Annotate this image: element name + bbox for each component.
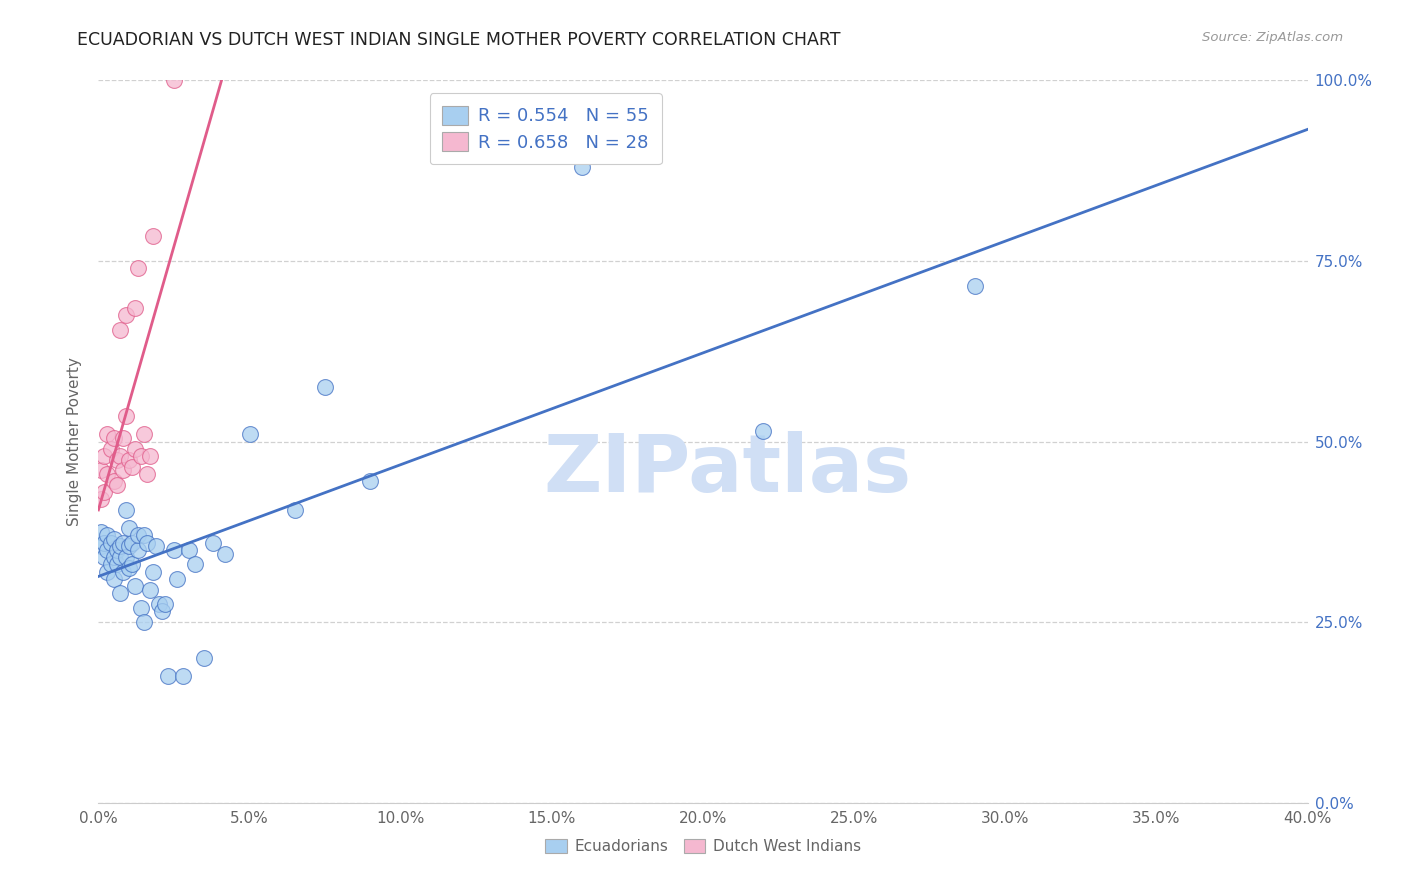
Legend: Ecuadorians, Dutch West Indians: Ecuadorians, Dutch West Indians <box>540 832 866 860</box>
Point <box>96 528 118 542</box>
Point <box>752 424 775 438</box>
Point <box>129 600 152 615</box>
Point <box>93 485 115 500</box>
Point <box>111 463 134 477</box>
Point <box>118 561 141 575</box>
Point <box>142 565 165 579</box>
Point <box>239 427 262 442</box>
Point <box>103 550 125 565</box>
Point <box>121 535 143 549</box>
Point <box>100 442 122 456</box>
Point <box>127 261 149 276</box>
Point <box>114 550 136 565</box>
Point <box>93 449 115 463</box>
Point <box>179 542 201 557</box>
Point <box>105 478 128 492</box>
Point <box>114 503 136 517</box>
Point <box>105 452 128 467</box>
Point <box>103 532 125 546</box>
Point <box>193 651 215 665</box>
Point <box>124 579 146 593</box>
Point <box>108 550 131 565</box>
Point <box>132 427 155 442</box>
Text: ECUADORIAN VS DUTCH WEST INDIAN SINGLE MOTHER POVERTY CORRELATION CHART: ECUADORIAN VS DUTCH WEST INDIAN SINGLE M… <box>77 31 841 49</box>
Point <box>118 539 141 553</box>
Point <box>127 528 149 542</box>
Point <box>135 535 157 549</box>
Point <box>96 542 118 557</box>
Point <box>314 380 336 394</box>
Point <box>100 558 122 572</box>
Point <box>127 542 149 557</box>
Point <box>156 669 179 683</box>
Point <box>571 160 593 174</box>
Point <box>93 550 115 565</box>
Point <box>135 467 157 481</box>
Point <box>111 431 134 445</box>
Text: ZIPatlas: ZIPatlas <box>543 432 911 509</box>
Point <box>124 301 146 315</box>
Point <box>90 539 112 553</box>
Point <box>121 558 143 572</box>
Point <box>118 521 141 535</box>
Point <box>153 597 176 611</box>
Point <box>132 615 155 630</box>
Point <box>114 409 136 424</box>
Text: Source: ZipAtlas.com: Source: ZipAtlas.com <box>1202 31 1343 45</box>
Point <box>111 535 134 549</box>
Point <box>90 492 112 507</box>
Point <box>103 572 125 586</box>
Point <box>96 427 118 442</box>
Point <box>90 463 112 477</box>
Point <box>100 535 122 549</box>
Point <box>111 565 134 579</box>
Point <box>108 449 131 463</box>
Point <box>139 449 162 463</box>
Point <box>96 565 118 579</box>
Point <box>163 542 186 557</box>
Point <box>148 597 170 611</box>
Point <box>103 475 125 489</box>
Point <box>284 503 307 517</box>
Point <box>129 449 152 463</box>
Point <box>124 442 146 456</box>
Point <box>121 459 143 474</box>
Point <box>103 431 125 445</box>
Point <box>139 582 162 597</box>
Point <box>118 452 141 467</box>
Point <box>172 669 194 683</box>
Point <box>142 228 165 243</box>
Point <box>90 524 112 539</box>
Point <box>105 558 128 572</box>
Point <box>108 539 131 553</box>
Point <box>108 322 131 336</box>
Point <box>184 558 207 572</box>
Point <box>163 73 186 87</box>
Point <box>150 604 173 618</box>
Point <box>360 475 382 489</box>
Point <box>214 547 236 561</box>
Point <box>145 539 167 553</box>
Point <box>108 586 131 600</box>
Point <box>965 279 987 293</box>
Point <box>166 572 188 586</box>
Point <box>202 535 225 549</box>
Point <box>96 467 118 481</box>
Point <box>105 542 128 557</box>
Point <box>93 535 115 549</box>
Point <box>132 528 155 542</box>
Point <box>114 308 136 322</box>
Y-axis label: Single Mother Poverty: Single Mother Poverty <box>67 357 83 526</box>
